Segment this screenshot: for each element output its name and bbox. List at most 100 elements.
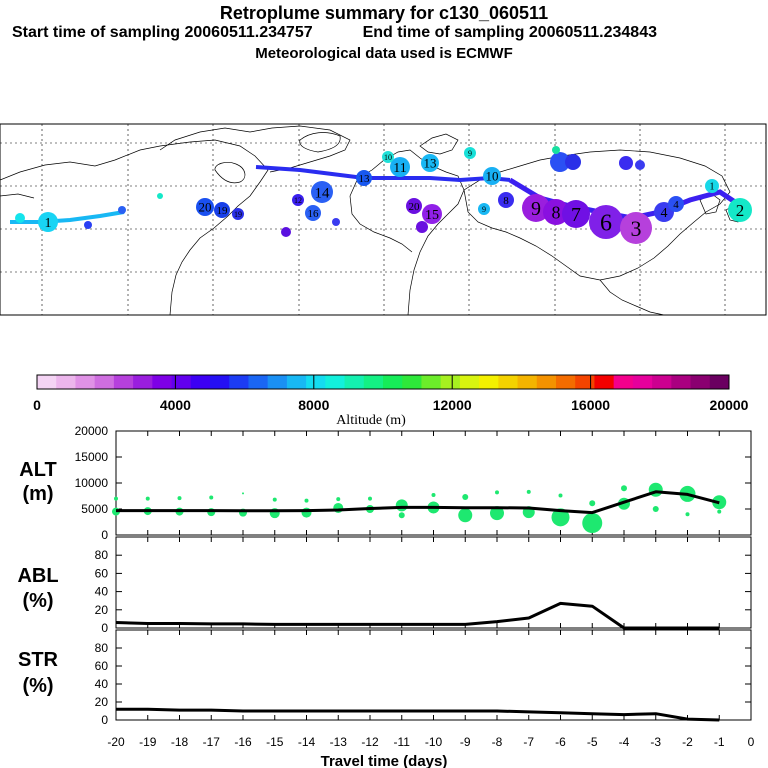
y-tick-label: 15000 — [75, 450, 109, 464]
chart-panel-0: ALT(m) 0 5000 10000 15000 20000 — [19, 424, 752, 542]
plume-marker-label: 9 — [531, 198, 541, 220]
colorbar-swatch — [671, 375, 692, 389]
plume-marker-label: 4 — [673, 199, 679, 211]
colorbar-swatch — [594, 375, 615, 389]
x-tick-label: -10 — [425, 735, 443, 749]
y-tick-label: 80 — [95, 641, 109, 655]
scatter-point — [490, 506, 504, 521]
colorbar-swatch — [171, 375, 192, 389]
colorbar-swatch — [517, 375, 538, 389]
colorbar-tick-label: 12000 — [433, 397, 472, 413]
plume-marker-label: 8 — [552, 203, 561, 223]
y-tick-label: 0 — [101, 713, 108, 727]
x-tick-label: -8 — [492, 735, 503, 749]
colorbar-swatch — [190, 375, 211, 389]
colorbar-swatch — [383, 375, 403, 389]
colorbar-tick-label: 8000 — [298, 397, 329, 413]
x-tick-label: -18 — [171, 735, 189, 749]
y-tick-label: 40 — [95, 677, 109, 691]
y-tick-label: 60 — [95, 659, 109, 673]
panel-frame — [115, 629, 752, 721]
x-tick-label: -17 — [203, 735, 221, 749]
colorbar-swatch — [344, 375, 365, 389]
scatter-point — [177, 496, 182, 501]
x-tick-label: -20 — [107, 735, 125, 749]
colorbar-swatch — [498, 375, 519, 389]
y-tick-label: 40 — [95, 585, 109, 599]
plume-marker-label: 7 — [571, 204, 581, 226]
y-tick-label: 60 — [95, 566, 109, 580]
plume-marker — [232, 208, 244, 220]
sampling-times: Start time of sampling 20060511.234757 En… — [12, 24, 768, 42]
colorbar-swatch — [325, 375, 346, 389]
scatter-point — [589, 500, 596, 507]
plume-marker-label: 4 — [661, 206, 668, 221]
colorbar-swatch — [113, 375, 134, 389]
start-time-label: Start time of sampling 20060511.234757 — [12, 24, 313, 41]
plume-marker-label: 13 — [359, 173, 371, 185]
colorbar-swatch — [248, 375, 269, 389]
x-tick-label: -13 — [330, 735, 348, 749]
scatter-point — [582, 513, 603, 534]
colorbar-swatch — [267, 375, 288, 389]
plume-marker-label: 1 — [710, 182, 715, 193]
plume-marker-label: 2 — [736, 201, 745, 220]
plume-marker — [157, 193, 163, 199]
x-tick-label: -2 — [682, 735, 693, 749]
met-data-label: Meteorological data used is ECMWF — [255, 45, 513, 62]
y-tick-label: 0 — [101, 528, 108, 542]
x-tick-label: -6 — [555, 735, 566, 749]
colorbar-swatch — [402, 375, 422, 389]
y-tick-label: 20 — [95, 603, 109, 617]
colorbar-swatch — [94, 375, 115, 389]
plume-marker-label: 12 — [294, 196, 302, 205]
colorbar-swatch — [37, 375, 57, 389]
plume-marker-label: 10 — [384, 153, 392, 162]
plume-marker — [84, 221, 92, 229]
scatter-point — [458, 508, 473, 523]
series-line — [116, 490, 720, 515]
colorbar-swatch — [652, 375, 672, 389]
x-tick-label: -4 — [619, 735, 630, 749]
x-tick-label: -15 — [266, 735, 284, 749]
plume-marker-label: 1 — [45, 216, 52, 231]
x-tick-label: -12 — [361, 735, 379, 749]
scatter-point — [395, 499, 408, 512]
colorbar-swatch — [690, 375, 711, 389]
scatter-point — [431, 492, 436, 497]
x-tick-label: -16 — [234, 735, 252, 749]
altitude-colorbar — [36, 374, 730, 390]
y-tick-label: 0 — [101, 621, 108, 635]
plume-marker-label: 16 — [308, 208, 320, 220]
plume-marker — [390, 157, 410, 177]
plume-marker — [305, 205, 321, 221]
scatter-point — [495, 490, 499, 495]
chart-panel-1: ABL (%) 0 20 40 60 80 — [17, 536, 752, 635]
colorbar-swatch — [286, 375, 307, 389]
plume-marker-label: 15 — [425, 208, 439, 223]
panel-ylabel: (m) — [22, 483, 53, 505]
scatter-point — [652, 506, 659, 512]
colorbar-frame — [36, 374, 730, 390]
colorbar-swatch — [229, 375, 249, 389]
x-tick-label: -19 — [139, 735, 157, 749]
scatter-point — [558, 493, 563, 498]
plume-marker-label: 8 — [503, 195, 509, 207]
chart-panel-2: STR (%) 0 20 40 60 80 — [18, 629, 752, 727]
plume-marker — [214, 202, 230, 218]
y-tick-label: 5000 — [81, 502, 108, 516]
panel-frame — [115, 536, 752, 629]
colorbar-swatch — [152, 375, 173, 389]
plume-marker — [543, 199, 569, 225]
scatter-point — [272, 497, 277, 502]
panel-ylabel: ALT — [19, 459, 56, 481]
panel-ylabel: (%) — [22, 675, 53, 697]
colorbar-tick-label: 16000 — [571, 397, 610, 413]
x-tick-label: 0 — [748, 735, 755, 749]
plume-marker — [483, 167, 501, 185]
scatter-point — [551, 508, 570, 527]
plume-marker — [478, 203, 490, 215]
colorbar-swatch — [210, 375, 230, 389]
plume-marker — [292, 194, 304, 206]
plume-marker — [635, 160, 645, 170]
